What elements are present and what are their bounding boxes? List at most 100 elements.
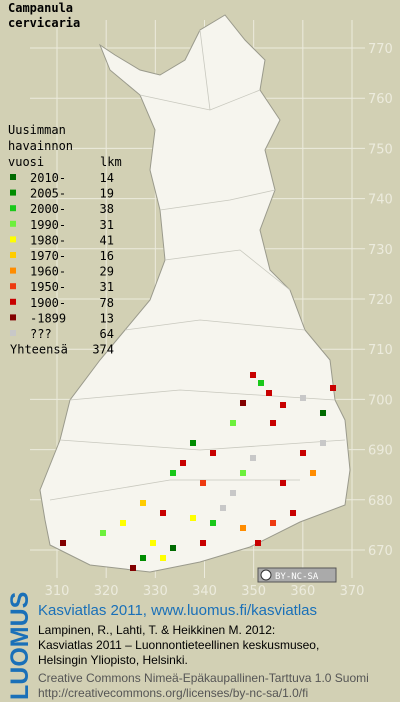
observation-square <box>230 420 236 426</box>
finland-outline <box>39 14 351 573</box>
legend-count: 31 <box>100 218 114 232</box>
legend-swatch <box>10 189 16 196</box>
observation-square <box>220 505 226 511</box>
observation-square <box>160 555 166 561</box>
y-tick-label: 770 <box>368 42 393 57</box>
observation-square <box>240 525 246 531</box>
badge-box <box>257 567 337 583</box>
observation-square <box>280 480 286 486</box>
y-tick-label: 730 <box>368 243 393 258</box>
legend-total-label: Yhteensä <box>10 343 68 357</box>
x-tick-label: 340 <box>192 584 217 599</box>
legend-count: 14 <box>100 171 114 185</box>
province-borders <box>49 29 346 501</box>
observation-square <box>200 540 206 546</box>
observation-square <box>330 385 336 391</box>
observation-square <box>270 520 276 526</box>
observation-square <box>320 410 326 416</box>
legend-swatch <box>10 236 16 243</box>
license-url[interactable]: http://creativecommons.org/licenses/by-n… <box>38 686 308 700</box>
license-badge: BY-NC-SA <box>257 567 337 583</box>
observation-square <box>60 540 66 546</box>
legend-header: vuosi <box>8 155 44 169</box>
legend-label: 2000- <box>30 202 66 216</box>
legend-count-header: lkm <box>100 155 122 169</box>
x-tick-label: 310 <box>45 584 70 599</box>
footer-bg <box>0 600 400 702</box>
y-tick-label: 710 <box>368 343 393 358</box>
legend-swatch <box>10 298 16 305</box>
logo: LUOMUS <box>6 592 34 700</box>
legend-swatch <box>10 205 16 212</box>
legend-count: 13 <box>100 311 114 325</box>
observation-square <box>250 372 256 378</box>
title-line: cervicaria <box>8 16 80 30</box>
legend-count: 31 <box>100 280 114 294</box>
legend-total: 374 <box>92 343 114 357</box>
observation-square <box>170 545 176 551</box>
observation-square <box>200 480 206 486</box>
citation: Lampinen, R., Lahti, T. & Heikkinen M. 2… <box>38 623 275 637</box>
y-tick-label: 670 <box>368 544 393 559</box>
legend-swatch <box>10 314 16 321</box>
y-tick-label: 680 <box>368 494 393 509</box>
legend-label: 1950- <box>30 280 66 294</box>
footer-link[interactable]: Kasviatlas 2011, www.luomus.fi/kasviatla… <box>38 602 317 619</box>
y-tick-label: 700 <box>368 393 393 408</box>
legend-count: 64 <box>100 327 114 341</box>
license-text: Creative Commons Nimeä-Epäkaupallinen-Ta… <box>38 671 369 685</box>
legend-count: 78 <box>100 296 114 310</box>
observation-square <box>320 440 326 446</box>
observation-square <box>300 395 306 401</box>
observation-square <box>255 540 261 546</box>
y-tick-label: 740 <box>368 193 393 208</box>
observation-square <box>140 500 146 506</box>
observation-square <box>160 510 166 516</box>
observation-square <box>170 470 176 476</box>
legend-swatch <box>10 220 16 227</box>
legend-count: 16 <box>100 249 114 263</box>
observation-square <box>230 490 236 496</box>
cc-icon <box>260 569 272 581</box>
observation-square <box>190 515 196 521</box>
observation-square <box>240 400 246 406</box>
x-tick-label: 350 <box>241 584 266 599</box>
observation-square <box>310 470 316 476</box>
x-tick-label: 330 <box>143 584 168 599</box>
legend-label: 2005- <box>30 187 66 201</box>
observation-square <box>210 520 216 526</box>
observation-square <box>250 455 256 461</box>
labels: Campanula cervicaria Uusimman havainnon … <box>8 1 122 169</box>
title-line: Campanula <box>8 1 73 15</box>
legend-swatch <box>10 330 16 336</box>
observation-square <box>140 555 146 561</box>
observation-square <box>240 470 246 476</box>
legend-header: havainnon <box>8 139 73 153</box>
observation-square <box>130 565 136 571</box>
legend-label: 1900- <box>30 296 66 310</box>
legend-count: 29 <box>100 265 114 279</box>
legend-label: 1990- <box>30 218 66 232</box>
legend-label: 1970- <box>30 249 66 263</box>
legend-count: 38 <box>100 202 114 216</box>
legend-count: 19 <box>100 187 114 201</box>
observation-square <box>300 450 306 456</box>
y-tick-label: 750 <box>368 142 393 157</box>
y-tick-label: 690 <box>368 444 393 459</box>
observation-squares <box>60 372 336 571</box>
observation-square <box>270 420 276 426</box>
badge-text: BY-NC-SA <box>275 572 319 582</box>
observation-square <box>210 450 216 456</box>
observation-square <box>266 390 272 396</box>
legend-label: -1899 <box>30 311 66 325</box>
x-tick-label: 370 <box>340 584 365 599</box>
legend-label: 1960- <box>30 265 66 279</box>
legend-label: 1980- <box>30 233 66 247</box>
x-tick-label: 360 <box>290 584 315 599</box>
citation: Helsingin Yliopisto, Helsinki. <box>38 653 188 667</box>
legend-swatch <box>10 283 16 290</box>
observation-square <box>120 520 126 526</box>
observation-square <box>258 380 264 386</box>
observation-square <box>180 460 186 466</box>
